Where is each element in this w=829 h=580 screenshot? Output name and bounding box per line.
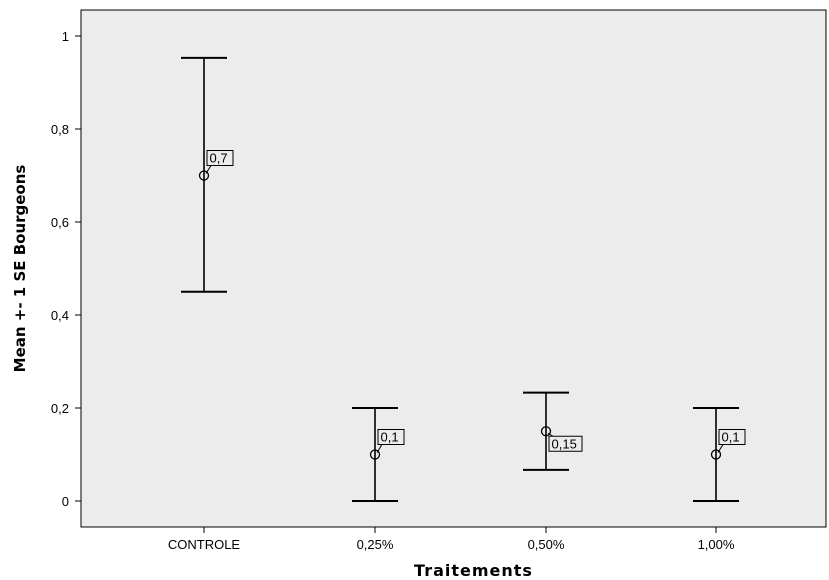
x-tick-label: CONTROLE xyxy=(168,537,241,552)
mean-marker xyxy=(198,170,210,181)
data-label: 0,1 xyxy=(381,430,399,445)
error-bar-group: 0,1 xyxy=(693,407,746,502)
data-label-leader xyxy=(205,165,212,174)
x-axis-title: Traitements xyxy=(414,561,533,580)
y-tick-label: 0,8 xyxy=(51,122,69,137)
y-axis: 0 0,2 0,4 0,6 0,8 1 xyxy=(51,29,81,509)
x-tick-label: 1,00% xyxy=(698,537,735,552)
x-tick-label: 0,50% xyxy=(528,537,565,552)
data-label-box xyxy=(377,429,405,445)
mean-marker xyxy=(369,449,381,460)
data-label: 0,15 xyxy=(552,436,577,451)
data-label: 0,1 xyxy=(722,430,740,445)
error-bar-group: 0,15 xyxy=(523,391,583,471)
plot-area xyxy=(80,9,827,528)
data-label-box xyxy=(206,150,234,166)
y-tick-label: 1 xyxy=(62,29,69,44)
data-label: 0,7 xyxy=(210,151,228,166)
data-label-leader xyxy=(376,444,383,453)
data-label-leader xyxy=(717,444,724,453)
y-tick-label: 0 xyxy=(62,494,69,509)
data-label-box xyxy=(718,429,746,445)
y-tick-label: 0,2 xyxy=(51,401,69,416)
y-tick-label: 0,6 xyxy=(51,215,69,230)
mean-marker xyxy=(540,426,552,437)
error-bar-group: 0,7 xyxy=(181,56,234,293)
x-tick-label: 0,25% xyxy=(357,537,394,552)
y-axis-title: Mean +- 1 SE Bourgeons xyxy=(11,165,29,373)
mean-marker xyxy=(710,449,722,460)
y-tick-label: 0,4 xyxy=(51,308,69,323)
error-bar-series: 0,7 0,1 0,15 0,1 xyxy=(181,56,746,502)
x-axis: CONTROLE 0,25% 0,50% 1,00% xyxy=(168,527,735,552)
data-label-box xyxy=(548,435,583,452)
error-bar-group: 0,1 xyxy=(352,407,405,502)
